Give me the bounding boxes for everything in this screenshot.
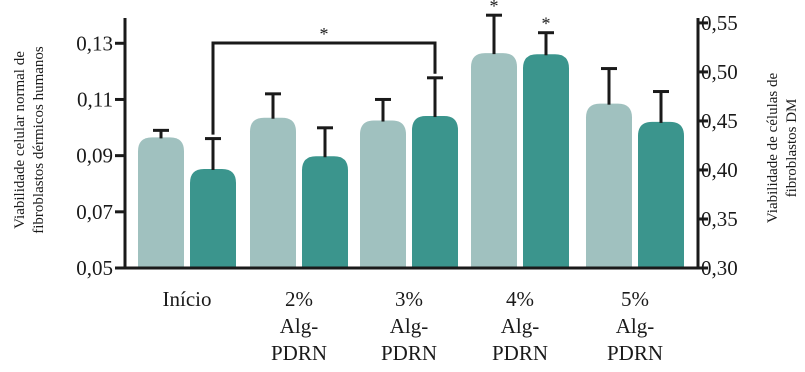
bar-series2-cat2 xyxy=(302,156,348,268)
category-label-line: PDRN xyxy=(492,341,548,365)
bar-series2-cat5 xyxy=(638,121,684,268)
right-tick-label: 0,55 xyxy=(701,11,738,35)
category-label-line: Alg- xyxy=(280,314,319,338)
bar-series1-cat4 xyxy=(471,53,517,268)
category-label-line: Início xyxy=(163,287,212,311)
left-axis-title: Viabilidade celular normal de fibroblasto… xyxy=(12,46,47,234)
error-bars-layer xyxy=(153,13,669,170)
category-label-line: 4% xyxy=(506,287,534,311)
left-axis-title-line: Viabilidade celular normal de xyxy=(12,51,28,229)
category-label-3: 3% Alg- PDRN xyxy=(381,287,437,365)
bar-series2-cat4 xyxy=(523,54,569,269)
significance-layer: * * * xyxy=(211,0,551,135)
category-label-line: PDRN xyxy=(271,341,327,365)
bar-series2-cat1 xyxy=(190,168,236,268)
axes-layer xyxy=(115,18,708,270)
category-label-line: PDRN xyxy=(607,341,663,365)
left-tick-label: 0,05 xyxy=(76,256,113,280)
bar-series1-cat5 xyxy=(586,103,632,268)
bars-layer xyxy=(138,53,684,269)
left-axis-title-line: fibroblastos dérmicos humanos xyxy=(31,46,47,234)
right-tick-label: 0,35 xyxy=(701,207,738,231)
category-label-line: Alg- xyxy=(390,314,429,338)
category-label-line: PDRN xyxy=(381,341,437,365)
bar-series1-cat1 xyxy=(138,137,184,268)
right-axis-title-line: fibroblastos DM xyxy=(784,99,800,198)
category-label-2: 2% Alg- PDRN xyxy=(271,287,327,365)
category-label-line: 3% xyxy=(395,287,423,311)
significance-bracket xyxy=(211,41,437,135)
left-tick-label: 0,07 xyxy=(76,200,113,224)
category-label-1: Início xyxy=(163,287,212,311)
left-tick-label: 0,11 xyxy=(77,87,113,111)
bar-series1-cat2 xyxy=(250,117,296,268)
category-label-line: Alg- xyxy=(501,314,540,338)
right-tick-label: 0,30 xyxy=(701,256,738,280)
category-label-line: 5% xyxy=(621,287,649,311)
left-tick-label: 0,13 xyxy=(76,31,113,55)
significance-star-series1-cat4: * xyxy=(490,0,499,16)
significance-star-series2-cat4: * xyxy=(542,14,551,34)
significance-bracket-star: * xyxy=(320,24,329,44)
bar-series2-cat3 xyxy=(412,116,458,268)
category-label-line: Alg- xyxy=(616,314,655,338)
category-label-line: 2% xyxy=(285,287,313,311)
right-axis-title: Viabilidade de células de fibroblastos DM xyxy=(765,73,800,224)
left-tick-label: 0,09 xyxy=(76,144,113,168)
bar-series1-cat3 xyxy=(360,120,406,268)
right-tick-label: 0,45 xyxy=(701,109,738,133)
right-tick-label: 0,40 xyxy=(701,158,738,182)
right-axis-title-line: Viabilidade de células de xyxy=(765,73,781,224)
category-label-5: 5% Alg- PDRN xyxy=(607,287,663,365)
category-label-4: 4% Alg- PDRN xyxy=(492,287,548,365)
labels-layer: 0,05 0,07 0,09 0,11 0,13 0,30 0,35 0,40 0,45 0,50… xyxy=(12,11,800,365)
right-tick-label: 0,50 xyxy=(701,60,738,84)
